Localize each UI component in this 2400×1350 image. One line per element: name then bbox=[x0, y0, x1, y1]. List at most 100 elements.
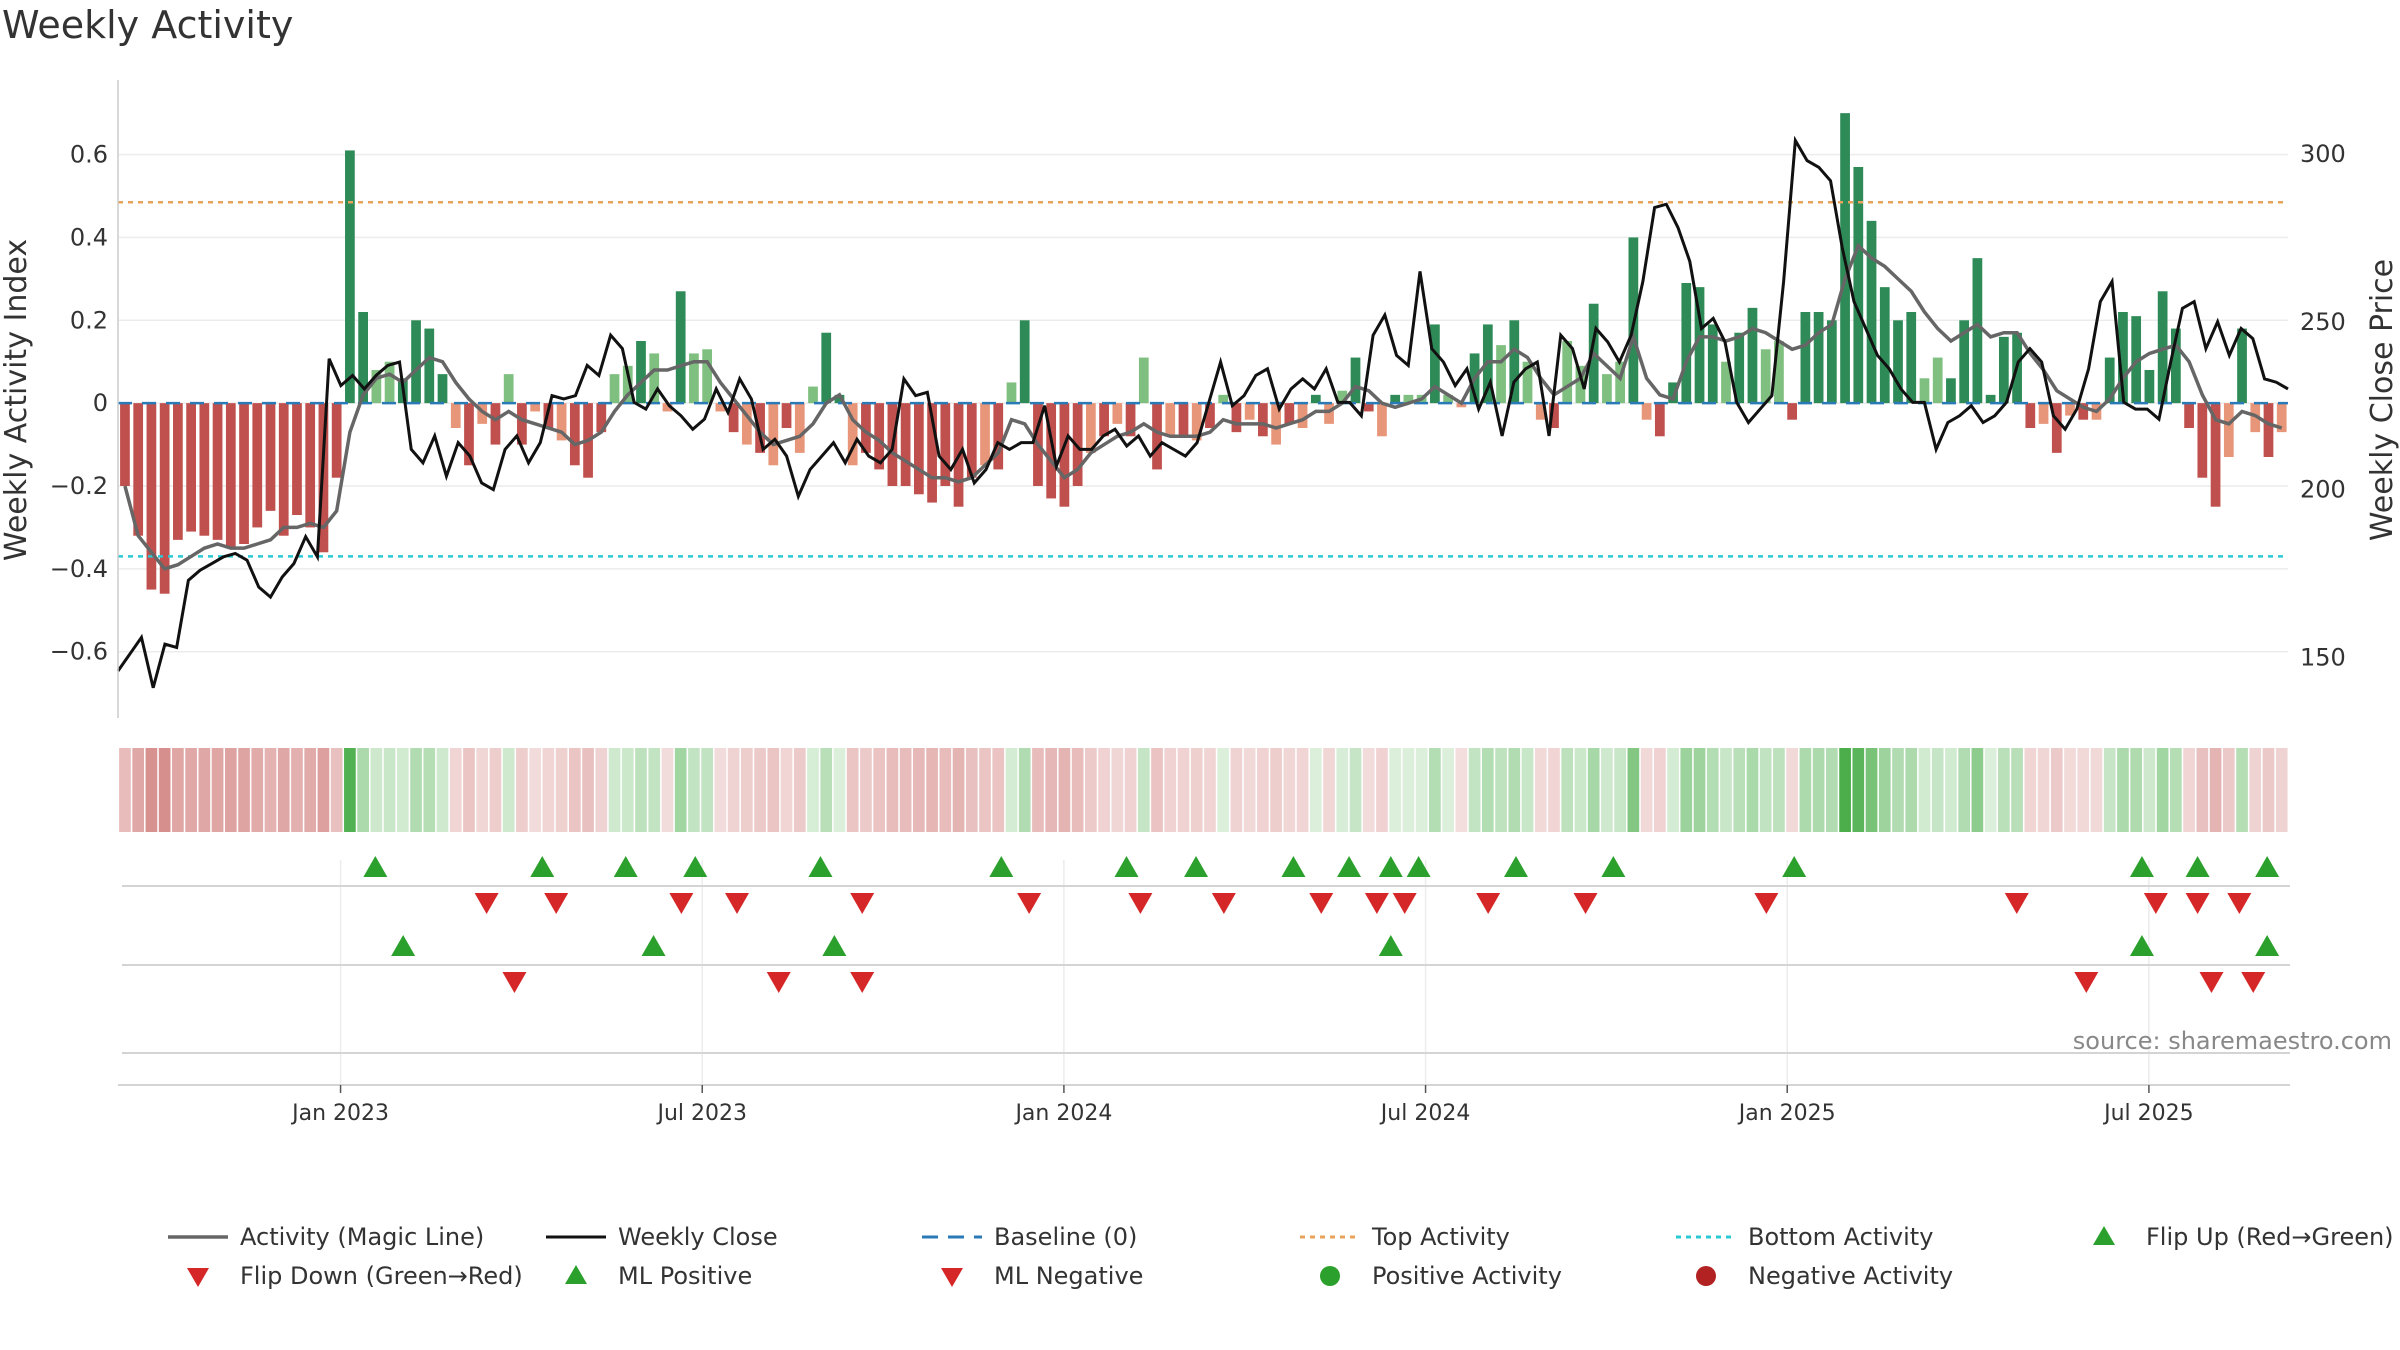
activity-bar bbox=[622, 365, 633, 404]
heat-cell bbox=[926, 748, 938, 832]
activity-bar bbox=[1602, 374, 1612, 404]
heat-cell bbox=[132, 748, 145, 832]
heat-cell bbox=[1005, 748, 1018, 832]
legend-label: ML Negative bbox=[994, 1262, 1143, 1290]
legend-swatch bbox=[1696, 1266, 1716, 1286]
activity-bar bbox=[2157, 291, 2168, 404]
activity-bar bbox=[2131, 316, 2142, 404]
heat-cell bbox=[767, 748, 780, 832]
activity-bar bbox=[940, 403, 951, 486]
flip-down-marker bbox=[1309, 893, 1334, 914]
heat-cell bbox=[833, 748, 846, 832]
activity-bar bbox=[1774, 341, 1784, 404]
activity-bar bbox=[1099, 403, 1109, 437]
heat-cell bbox=[476, 748, 489, 832]
legend-swatch bbox=[941, 1268, 963, 1287]
activity-bar bbox=[305, 403, 316, 528]
heat-cell bbox=[1124, 748, 1137, 832]
heat-cell bbox=[1958, 748, 1971, 832]
heat-cell bbox=[1442, 748, 1454, 832]
heat-cell bbox=[595, 748, 608, 832]
heat-cell bbox=[436, 748, 449, 832]
y-tick-label: −0.6 bbox=[50, 638, 108, 666]
heat-cell bbox=[529, 748, 541, 832]
heat-cell bbox=[2156, 748, 2169, 832]
heat-cell bbox=[820, 748, 833, 832]
flip-up-marker bbox=[1503, 856, 1528, 877]
activity-bar bbox=[1443, 394, 1453, 404]
heat-cell bbox=[1323, 748, 1335, 832]
heat-cell bbox=[330, 748, 343, 832]
activity-bar bbox=[768, 403, 779, 466]
ml-negative-marker bbox=[850, 972, 875, 993]
flip-up-marker bbox=[1406, 856, 1431, 877]
legend-label: Baseline (0) bbox=[994, 1223, 1137, 1251]
legend: Activity (Magic Line) Weekly Close Baselin… bbox=[168, 1223, 2394, 1290]
legend-label: Weekly Close bbox=[618, 1223, 778, 1251]
activity-bar bbox=[993, 403, 1004, 470]
y-axis-ticks: −0.6 −0.4 −0.2 0 0.2 0.4 0.6 bbox=[50, 141, 108, 666]
heat-cell bbox=[1177, 748, 1190, 832]
heat-cell bbox=[1706, 748, 1719, 832]
heat-cell bbox=[1667, 748, 1679, 832]
activity-bar bbox=[1006, 382, 1017, 404]
heat-cell bbox=[423, 748, 436, 832]
activity-bar bbox=[212, 403, 223, 540]
flip-down-marker bbox=[850, 893, 875, 914]
activity-bar bbox=[1178, 403, 1189, 437]
legend-swatch bbox=[565, 1265, 587, 1284]
magic-line bbox=[123, 242, 2283, 571]
reference-lines bbox=[118, 200, 2288, 558]
heat-cell bbox=[1270, 748, 1282, 832]
heat-cell bbox=[1984, 748, 1997, 832]
heat-cell bbox=[1111, 748, 1124, 832]
heat-cell bbox=[1865, 748, 1878, 832]
flip-down-marker bbox=[1573, 893, 1598, 914]
heat-cell bbox=[1839, 748, 1851, 832]
heat-cell bbox=[1349, 748, 1362, 832]
heat-cell bbox=[158, 748, 171, 832]
flip-down-marker bbox=[2227, 893, 2252, 914]
activity-bar bbox=[1377, 403, 1387, 437]
y-tick-label: 0.4 bbox=[70, 223, 108, 251]
heat-cell bbox=[688, 748, 700, 832]
activity-bar bbox=[715, 403, 726, 412]
flip-up-marker bbox=[1184, 856, 1209, 877]
y-tick-label: 0.6 bbox=[70, 141, 108, 169]
heat-cell bbox=[1151, 748, 1163, 832]
ml-positive-marker bbox=[641, 935, 666, 956]
activity-bar bbox=[2038, 403, 2049, 424]
activity-bar bbox=[1456, 403, 1467, 408]
activity-bar bbox=[1668, 382, 1678, 404]
activity-bar bbox=[662, 403, 673, 412]
heat-cell bbox=[1429, 748, 1441, 832]
activity-bar bbox=[1152, 403, 1162, 470]
activity-bar bbox=[345, 150, 355, 404]
flip-up-marker bbox=[1378, 856, 1403, 877]
flip-down-marker bbox=[1211, 893, 1236, 914]
activity-bar bbox=[503, 374, 514, 404]
legend-item: Activity (Magic Line) bbox=[168, 1223, 484, 1251]
y-tick-label: 0 bbox=[93, 389, 108, 417]
activity-bar bbox=[980, 403, 990, 466]
heat-cell bbox=[251, 748, 264, 832]
activity-bar bbox=[384, 361, 395, 404]
activity-bar bbox=[569, 403, 580, 466]
y2-tick-label: 200 bbox=[2300, 476, 2346, 504]
activity-bar bbox=[1363, 403, 1374, 412]
activity-bar bbox=[1138, 357, 1149, 404]
activity-bar bbox=[1747, 307, 1758, 404]
activity-bar bbox=[636, 341, 646, 404]
heat-cell bbox=[1693, 748, 1706, 832]
legend-label: Bottom Activity bbox=[1748, 1223, 1933, 1251]
heat-cell bbox=[1534, 748, 1547, 832]
activity-bar bbox=[1707, 324, 1718, 404]
heat-cell bbox=[1918, 748, 1931, 832]
activity-bar bbox=[1086, 403, 1096, 453]
activity-bar bbox=[689, 353, 699, 404]
activity-bar bbox=[265, 403, 276, 511]
activity-bar bbox=[1932, 357, 1943, 404]
activity-bar bbox=[1800, 312, 1811, 404]
heat-cell bbox=[780, 748, 793, 832]
activity-bar bbox=[2171, 328, 2181, 404]
